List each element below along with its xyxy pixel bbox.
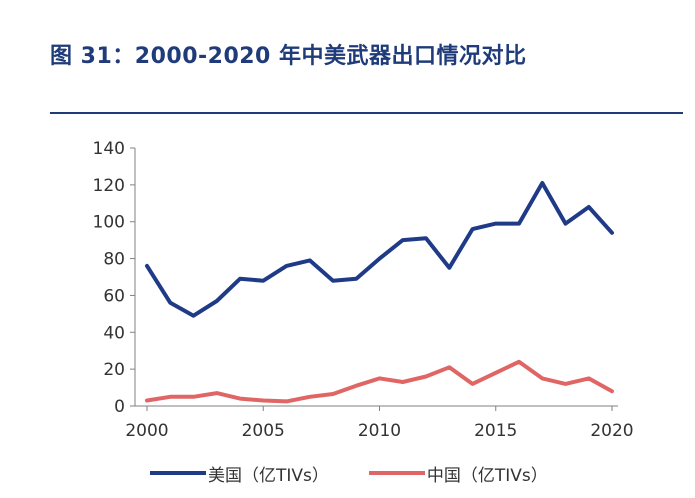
legend-label-usa: 美国（亿TIVs）	[208, 465, 329, 486]
x-tick-label: 2000	[125, 421, 168, 441]
series-line-china	[145, 359, 614, 404]
legend-swatch-usa	[150, 471, 206, 475]
y-tick-label: 0	[114, 397, 125, 417]
x-tick-label: 2015	[474, 421, 517, 441]
x-tick-label: 2010	[358, 421, 401, 441]
title-divider	[50, 112, 683, 114]
x-tick-label: 2005	[242, 421, 285, 441]
chart-legend: 美国（亿TIVs） 中国（亿TIVs）	[150, 460, 588, 486]
x-tick-label: 2020	[590, 421, 633, 441]
y-tick-label: 60	[103, 286, 125, 306]
legend-item-china: 中国（亿TIVs）	[368, 461, 548, 486]
legend-item-usa: 美国（亿TIVs）	[150, 461, 329, 486]
y-tick-label: 140	[93, 139, 125, 159]
legend-label-china: 中国（亿TIVs）	[426, 465, 548, 486]
y-tick-label: 100	[93, 213, 125, 233]
line-chart: 0 20 40 60 80 100 120 140 2000 2005 2010 2015 2020	[93, 139, 634, 441]
y-tick-label: 40	[103, 323, 125, 343]
legend-swatch-china	[368, 471, 425, 475]
chart-title: 图 31：2000-2020 年中美武器出口情况对比	[50, 44, 527, 69]
y-tick-label: 20	[103, 360, 125, 380]
y-tick-label: 120	[93, 176, 125, 196]
series-line-usa	[145, 181, 614, 318]
y-tick-label: 80	[103, 250, 125, 270]
